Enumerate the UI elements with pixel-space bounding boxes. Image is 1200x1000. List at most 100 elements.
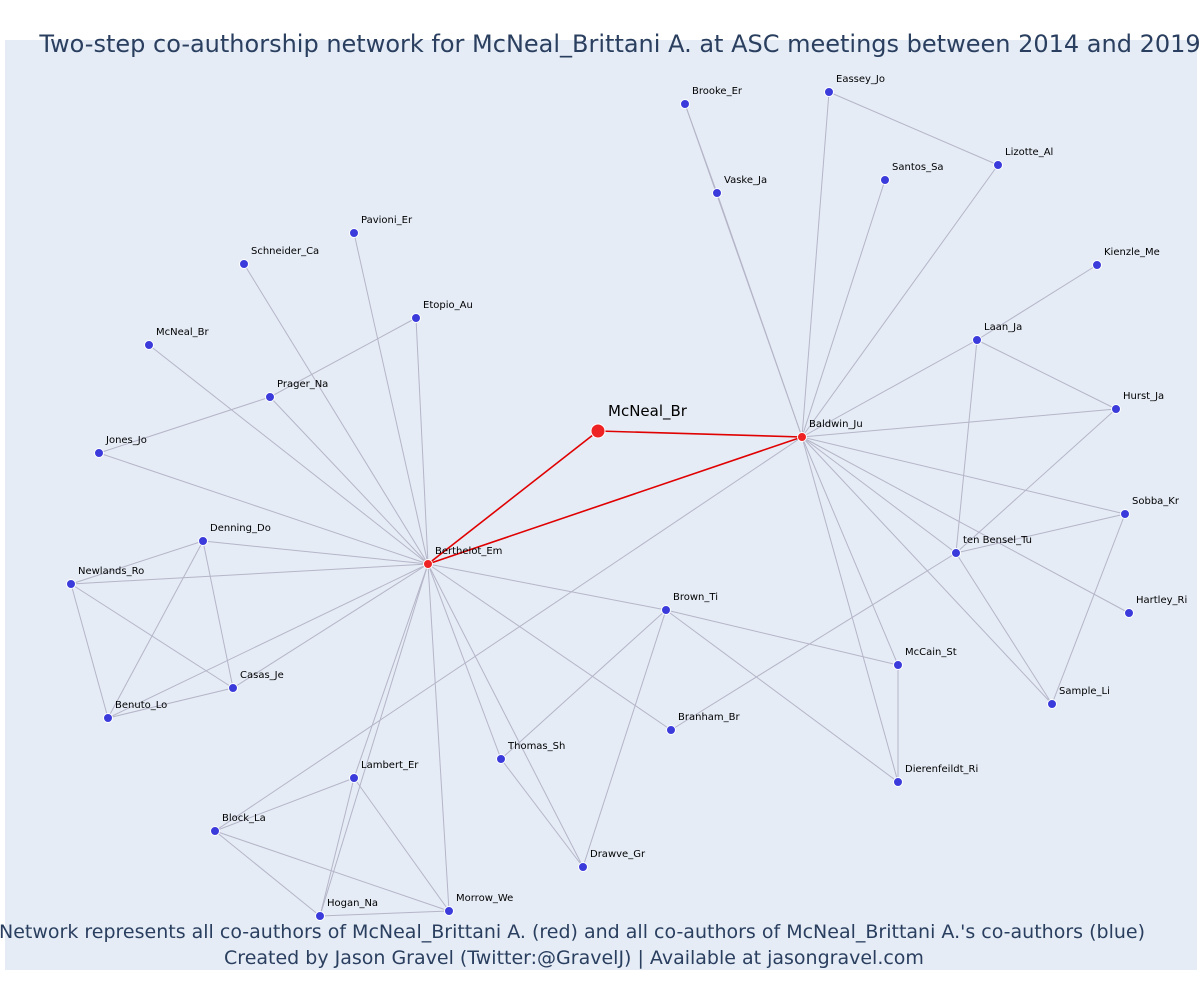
edge-baldwin_ju-lizotte_al (801, 164, 999, 438)
node-prager-na[interactable] (265, 392, 275, 402)
edge-prager_na-etopio_au (269, 317, 417, 398)
edge-berthelot_em-mcneal_br_2 (148, 344, 429, 565)
edge-casas_je-benuto_lo (107, 687, 234, 719)
edge-mcneal_br_center-baldwin_ju (597, 430, 803, 438)
node-label-sample-li: Sample_Li (1059, 686, 1110, 697)
node-morrow-we[interactable] (444, 906, 454, 916)
node-denning-do[interactable] (198, 536, 208, 546)
node-hurst-ja[interactable] (1111, 404, 1121, 414)
node-mccain-st[interactable] (893, 660, 903, 670)
node-label-hogan-na: Hogan_Na (327, 898, 378, 909)
chart-title: Two-step co-authorship network for McNea… (38, 30, 1200, 58)
edge-brown_ti-drawve_gr (582, 609, 667, 868)
edge-block_la-hogan_na (214, 830, 321, 917)
node-label-vaske-ja: Vaske_Ja (724, 175, 767, 186)
node-label-morrow-we: Morrow_We (456, 893, 513, 904)
node-label-berthelot-em: Berthelot_Em (435, 546, 502, 557)
edge-berthelot_em-casas_je (232, 563, 429, 689)
node-santos-sa[interactable] (880, 175, 890, 185)
node-kienzle-me[interactable] (1092, 260, 1102, 270)
node-brown-ti[interactable] (661, 605, 671, 615)
edge-hurst_ja-ten_bensel_tu (955, 408, 1117, 554)
node-brooke-er[interactable] (680, 99, 690, 109)
edge-berthelot_em-hogan_na (319, 563, 429, 917)
edge-berthelot_em-lambert_er (353, 563, 429, 779)
edge-denning_do-newlands_ro (70, 540, 204, 585)
node-thomas-sh[interactable] (496, 754, 506, 764)
node-label-jones-jo: Jones_Jo (105, 435, 147, 446)
edge-berthelot_em-brown_ti (427, 563, 667, 611)
node-sobba-kr[interactable] (1120, 509, 1130, 519)
edge-baldwin_ju-dierenfeildt_ri (801, 436, 899, 783)
node-label-etopio-au: Etopio_Au (423, 300, 473, 311)
node-label-pavioni-er: Pavioni_Er (361, 215, 413, 226)
node-schneider-ca[interactable] (239, 259, 249, 269)
node-label-thomas-sh: Thomas_Sh (507, 741, 565, 752)
node-label-hurst-ja: Hurst_Ja (1123, 391, 1164, 402)
node-sample-li[interactable] (1047, 699, 1057, 709)
edge-denning_do-casas_je (202, 540, 234, 689)
node-branham-br[interactable] (666, 725, 676, 735)
footer-line-2: Created by Jason Gravel (Twitter:@Gravel… (224, 947, 924, 969)
node-drawve-gr[interactable] (578, 862, 588, 872)
edge-eassey_jo-lizotte_al (828, 91, 999, 166)
node-label-brooke-er: Brooke_Er (692, 86, 743, 97)
node-label-benuto-lo: Benuto_Lo (115, 700, 167, 711)
node-label-eassey-jo: Eassey_Jo (836, 74, 885, 85)
edge-berthelot_em-denning_do (202, 540, 429, 565)
labels-layer: McNeal_Br Baldwin_Ju Berthelot_Em Brooke_Er… (78, 74, 1187, 909)
node-lambert-er[interactable] (349, 773, 359, 783)
edge-berthelot_em-drawve_gr (427, 563, 584, 868)
node-mcneal-br-2[interactable] (144, 340, 154, 350)
node-jones-jo[interactable] (94, 448, 104, 458)
node-laan-ja[interactable] (972, 335, 982, 345)
node-label-drawve-gr: Drawve_Gr (590, 849, 646, 860)
node-ten-bensel-tu[interactable] (951, 548, 961, 558)
node-benuto-lo[interactable] (103, 713, 113, 723)
node-label-santos-sa: Santos_Sa (892, 162, 944, 173)
node-baldwin-ju[interactable] (797, 432, 807, 442)
node-label-mcneal-br-2: McNeal_Br (156, 327, 210, 338)
node-label-schneider-ca: Schneider_Ca (251, 246, 319, 257)
edge-baldwin_ju-berthelot_em (427, 436, 803, 565)
node-label-lambert-er: Lambert_Er (361, 760, 419, 771)
edge-hogan_na-morrow_we (319, 910, 450, 917)
node-label-mccain-st: McCain_St (905, 647, 957, 658)
edge-block_la-morrow_we (214, 830, 450, 912)
edge-berthelot_em-pavioni_er (353, 232, 429, 565)
node-label-prager-na: Prager_Na (277, 379, 328, 390)
edge-baldwin_ju-ten_bensel_tu (801, 436, 957, 554)
node-dierenfeildt-ri[interactable] (893, 777, 903, 787)
node-lizotte-al[interactable] (993, 160, 1003, 170)
edge-ten_bensel_tu-branham_br (670, 552, 957, 731)
edge-sobba_kr-sample_li (1051, 513, 1126, 705)
node-pavioni-er[interactable] (349, 228, 359, 238)
node-etopio-au[interactable] (411, 313, 421, 323)
edge-prager_na-jones_jo (98, 396, 271, 454)
edge-newlands_ro-casas_je (70, 583, 234, 689)
node-hogan-na[interactable] (315, 911, 325, 921)
node-block-la[interactable] (210, 826, 220, 836)
node-label-branham-br: Branham_Br (678, 712, 741, 723)
nodes-layer (66, 87, 1134, 921)
node-casas-je[interactable] (228, 683, 238, 693)
node-vaske-ja[interactable] (712, 188, 722, 198)
node-label-hartley-ri: Hartley_Ri (1136, 595, 1187, 606)
footer-line-1: Network represents all co-authors of McN… (0, 921, 1145, 943)
edge-baldwin_ju-block_la (214, 436, 803, 832)
edge-lambert_er-block_la (214, 777, 355, 832)
node-label-laan-ja: Laan_Ja (984, 322, 1022, 333)
node-label-kienzle-me: Kienzle_Me (1104, 247, 1160, 258)
edge-laan_ja-hurst_ja (976, 339, 1117, 410)
node-mcneal-br-center[interactable] (590, 423, 606, 439)
node-hartley-ri[interactable] (1124, 608, 1134, 618)
node-eassey-jo[interactable] (824, 87, 834, 97)
edge-kienzle_me-laan_ja (976, 264, 1098, 341)
node-label-dierenfeildt-ri: Dierenfeildt_Ri (905, 764, 978, 775)
edge-berthelot_em-etopio_au (415, 317, 429, 565)
edge-brooke_er-vaske_ja (684, 103, 718, 194)
edge-baldwin_ju-laan_ja (801, 339, 978, 438)
node-newlands-ro[interactable] (66, 579, 76, 589)
edge-berthelot_em-prager_na (269, 396, 429, 565)
node-berthelot-em[interactable] (423, 559, 433, 569)
